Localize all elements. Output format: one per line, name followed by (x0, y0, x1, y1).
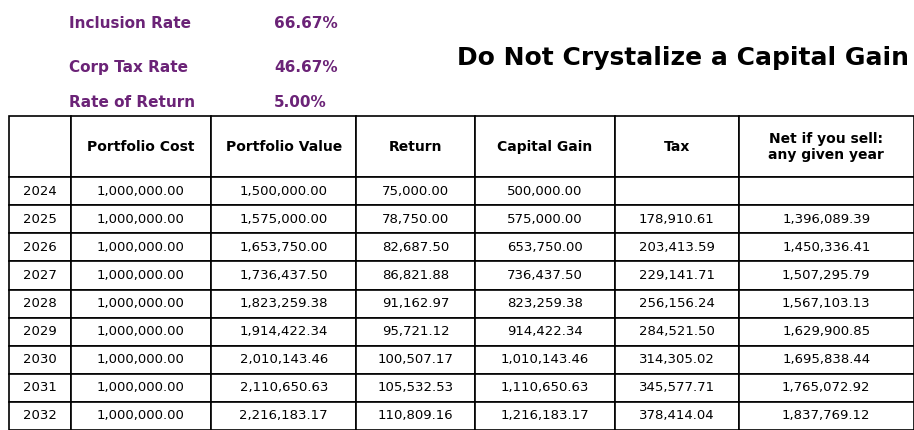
Text: Rate of Return: Rate of Return (69, 95, 195, 110)
Text: 66.67%: 66.67% (274, 16, 338, 31)
Text: Inclusion Rate: Inclusion Rate (69, 16, 190, 31)
Text: Do Not Crystalize a Capital Gain: Do Not Crystalize a Capital Gain (457, 46, 909, 70)
Text: 46.67%: 46.67% (274, 60, 338, 75)
Text: Corp Tax Rate: Corp Tax Rate (69, 60, 187, 75)
Text: 5.00%: 5.00% (274, 95, 327, 110)
